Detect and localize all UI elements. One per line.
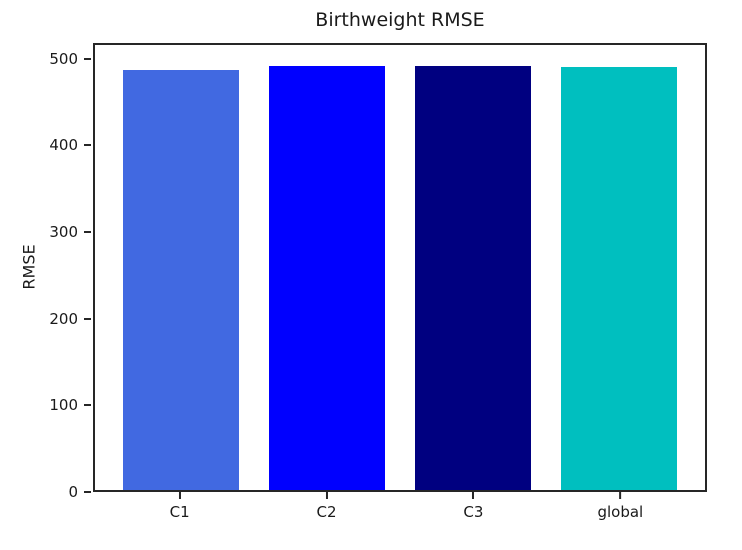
y-tick-mark: [84, 317, 91, 320]
x-tick-C3: C3: [463, 492, 483, 521]
bar-C1: [122, 69, 240, 490]
y-tick-200: 200: [49, 310, 91, 328]
y-tick-label: 300: [49, 222, 78, 241]
x-tick-label: C3: [463, 503, 484, 521]
bar-C2: [268, 66, 386, 490]
x-tick-global: global: [597, 492, 643, 521]
y-axis-ticks: 0 100 200 300 400 500: [0, 43, 91, 501]
x-tick-label: C1: [169, 503, 190, 521]
y-tick-0: 0: [68, 483, 91, 501]
y-tick-mark: [84, 491, 91, 493]
x-tick-mark: [472, 492, 475, 499]
bars-container: [95, 45, 705, 490]
y-tick-label: 200: [49, 309, 78, 328]
y-tick-mark: [84, 404, 91, 407]
x-tick-label: global: [597, 503, 644, 521]
y-tick-label: 0: [68, 483, 78, 501]
y-tick-mark: [84, 230, 91, 233]
y-tick-label: 100: [49, 396, 78, 415]
y-tick-label: 500: [49, 49, 78, 68]
y-tick-mark: [84, 57, 91, 60]
bar-C3: [414, 66, 532, 490]
x-tick-C1: C1: [170, 492, 190, 521]
x-tick-mark: [325, 492, 328, 499]
y-tick-label: 400: [49, 136, 78, 155]
x-axis-ticks: C1 C2 C3 global: [93, 492, 707, 532]
y-tick-300: 300: [49, 223, 91, 241]
x-tick-C2: C2: [317, 492, 337, 521]
chart-title: Birthweight RMSE: [315, 9, 485, 31]
x-tick-label: C2: [316, 503, 337, 521]
x-tick-mark: [178, 492, 181, 499]
y-tick-100: 100: [49, 396, 91, 414]
x-tick-mark: [619, 492, 622, 499]
bar-global: [560, 67, 678, 490]
y-tick-mark: [84, 144, 91, 147]
plot-area: [93, 43, 707, 492]
y-tick-400: 400: [49, 136, 91, 154]
y-tick-500: 500: [49, 50, 91, 68]
